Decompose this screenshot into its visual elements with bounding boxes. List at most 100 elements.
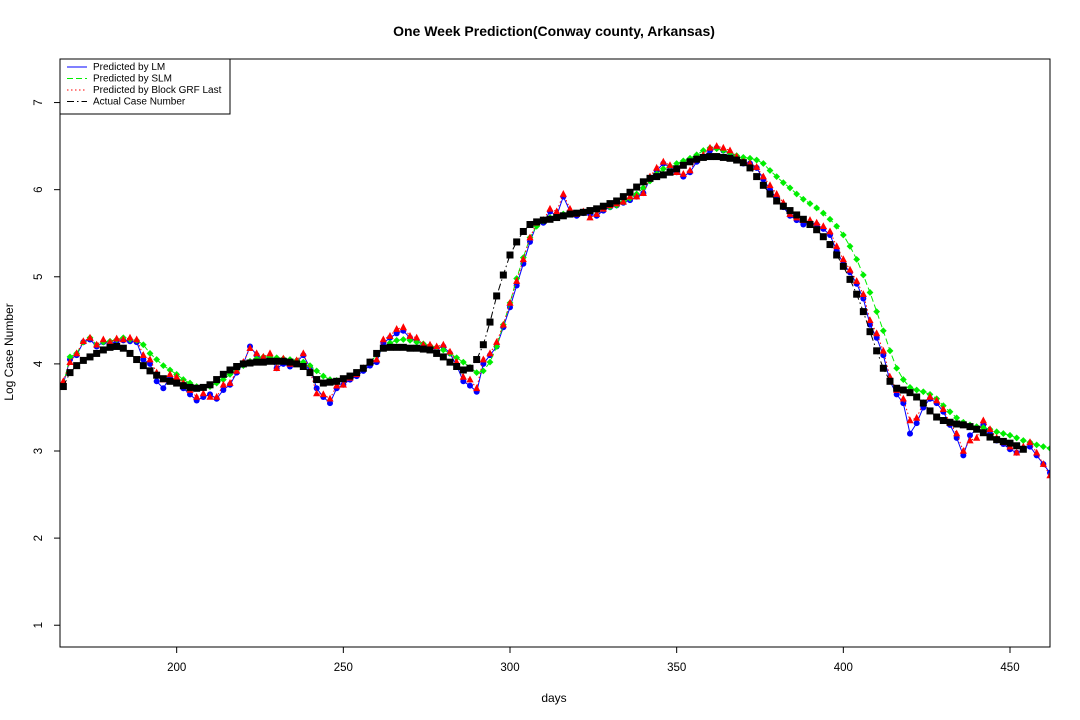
series-4-point bbox=[306, 369, 314, 377]
series-4-point bbox=[86, 353, 94, 361]
series-4-point bbox=[706, 153, 714, 161]
series-2-point bbox=[853, 255, 861, 263]
series-4-point bbox=[946, 418, 954, 426]
series-4-point bbox=[459, 366, 467, 374]
series-1-point bbox=[467, 382, 473, 389]
y-tick-label: 5 bbox=[33, 274, 45, 280]
series-3-point bbox=[499, 320, 507, 328]
series-3-point bbox=[206, 392, 214, 400]
series-4-point bbox=[573, 209, 581, 217]
series-4-point bbox=[66, 369, 74, 377]
series-2-point bbox=[153, 356, 161, 363]
series-3-point bbox=[659, 157, 667, 165]
series-4-point bbox=[906, 389, 914, 397]
series-4-point bbox=[899, 386, 907, 394]
series-1-point bbox=[960, 452, 967, 459]
series-2-point bbox=[859, 271, 867, 279]
series-3-point bbox=[399, 323, 407, 331]
series-3-point bbox=[926, 392, 934, 400]
series-2-point bbox=[979, 424, 987, 431]
series-4-point bbox=[439, 353, 447, 361]
series-3-point bbox=[873, 329, 881, 337]
series-2-point bbox=[453, 354, 461, 362]
y-tick-label: 7 bbox=[33, 99, 45, 105]
series-3-point bbox=[973, 433, 981, 441]
series-2-point bbox=[999, 430, 1007, 437]
series-3-point bbox=[553, 207, 561, 215]
series-2-point bbox=[219, 376, 227, 383]
series-4-point bbox=[346, 372, 354, 380]
series-4-point bbox=[886, 377, 894, 385]
series-4-point bbox=[553, 214, 561, 222]
series-2-point bbox=[759, 160, 767, 167]
series-4-point bbox=[206, 381, 214, 389]
series-4-point bbox=[753, 173, 761, 181]
series-2-point bbox=[226, 370, 234, 378]
series-4-point bbox=[799, 215, 807, 223]
series-3-point bbox=[486, 349, 494, 357]
series-4-point bbox=[233, 363, 241, 371]
series-4-point bbox=[673, 165, 681, 173]
series-3-point bbox=[99, 335, 107, 343]
series-4-point bbox=[1013, 442, 1021, 450]
series-4-point bbox=[726, 154, 734, 162]
series-4-point bbox=[99, 346, 107, 354]
series-2-point bbox=[899, 376, 907, 383]
series-4-point bbox=[373, 349, 381, 357]
series-2-point bbox=[739, 154, 747, 161]
series-4-point bbox=[699, 153, 707, 161]
series-2-point bbox=[393, 336, 401, 344]
series-4-point bbox=[966, 423, 974, 431]
series-4-point bbox=[866, 328, 874, 336]
series-4-point bbox=[479, 341, 487, 349]
series-3-point bbox=[833, 242, 841, 250]
series-4-point bbox=[433, 349, 441, 357]
series-4-point bbox=[186, 383, 194, 391]
series-4-point bbox=[613, 197, 621, 205]
series-4-point bbox=[199, 383, 207, 391]
series-1-point bbox=[953, 434, 960, 441]
series-4-point bbox=[933, 413, 941, 421]
series-2-point bbox=[166, 366, 174, 374]
series-3-point bbox=[526, 233, 534, 241]
series-2-point bbox=[806, 200, 814, 208]
series-3-point bbox=[879, 346, 887, 354]
series-4-point bbox=[239, 360, 247, 368]
series-2-point bbox=[673, 160, 681, 167]
series-3-point bbox=[173, 372, 181, 380]
x-axis-label: days bbox=[541, 691, 566, 705]
series-4-point bbox=[719, 153, 727, 161]
series-2-point bbox=[919, 388, 927, 396]
series-4-point bbox=[806, 221, 814, 229]
series-3-point bbox=[193, 392, 201, 400]
series-2-point bbox=[1013, 434, 1021, 442]
series-4-point bbox=[166, 377, 174, 385]
series-3-point bbox=[433, 342, 441, 350]
series-3-point bbox=[373, 355, 381, 363]
series-4-point bbox=[839, 262, 847, 270]
series-3-point bbox=[639, 189, 647, 196]
series-3-point bbox=[839, 255, 847, 263]
series-3-point bbox=[933, 396, 941, 404]
series-3-point bbox=[1033, 448, 1041, 456]
series-4-point bbox=[493, 292, 501, 300]
series-4-point bbox=[833, 251, 841, 259]
y-axis-label: Log Case Number bbox=[2, 303, 16, 400]
series-3-point bbox=[519, 255, 527, 263]
series-4-point bbox=[226, 366, 234, 374]
series-4-point bbox=[973, 425, 981, 433]
series-4-point bbox=[146, 367, 154, 375]
series-3-point bbox=[826, 227, 834, 235]
series-2-point bbox=[779, 179, 787, 187]
series-4-point bbox=[926, 407, 934, 415]
series-4-point bbox=[213, 376, 221, 384]
series-4-point bbox=[993, 436, 1001, 444]
series-3-point bbox=[266, 349, 274, 357]
series-4-point bbox=[526, 221, 534, 229]
chart-title: One Week Prediction(Conway county, Arkan… bbox=[393, 23, 715, 39]
series-2-point bbox=[873, 308, 881, 316]
series-3-point bbox=[813, 218, 821, 226]
series-4-point bbox=[499, 271, 507, 279]
